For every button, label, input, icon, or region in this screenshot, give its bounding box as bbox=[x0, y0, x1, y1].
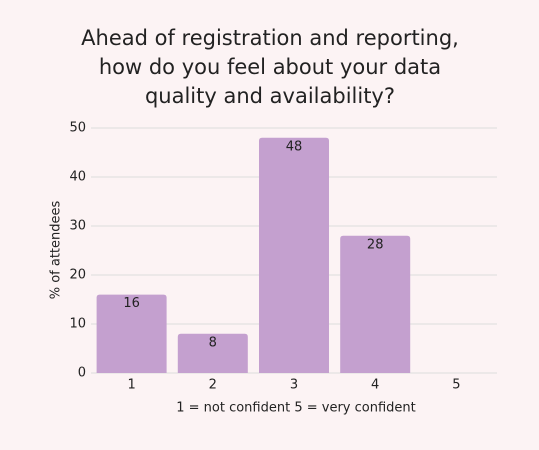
y-tick-label: 20 bbox=[69, 268, 86, 283]
chart-title: Ahead of registration and reporting, how… bbox=[81, 26, 459, 108]
y-tick-label: 30 bbox=[69, 219, 86, 234]
x-axis-label: 1 = not confident 5 = very confident bbox=[176, 401, 416, 416]
data-label: 8 bbox=[209, 335, 217, 350]
x-tick-label: 5 bbox=[452, 378, 460, 393]
bar bbox=[177, 333, 248, 373]
bar bbox=[259, 137, 329, 373]
x-tick-label: 2 bbox=[209, 378, 217, 393]
bar bbox=[340, 235, 411, 373]
y-tick-label: 50 bbox=[69, 121, 86, 136]
x-tick-label: 3 bbox=[290, 378, 298, 393]
data-label: 48 bbox=[286, 139, 303, 154]
x-tick-label: 1 bbox=[127, 378, 135, 393]
data-label: 16 bbox=[123, 296, 140, 311]
y-tick-label: 0 bbox=[78, 366, 86, 381]
x-tick-label: 4 bbox=[371, 378, 379, 393]
bar bbox=[96, 294, 167, 373]
y-tick-label: 40 bbox=[69, 170, 86, 185]
y-tick-label: 10 bbox=[69, 317, 86, 332]
data-label: 28 bbox=[367, 237, 384, 252]
y-axis-label: % of attendees bbox=[49, 200, 64, 299]
